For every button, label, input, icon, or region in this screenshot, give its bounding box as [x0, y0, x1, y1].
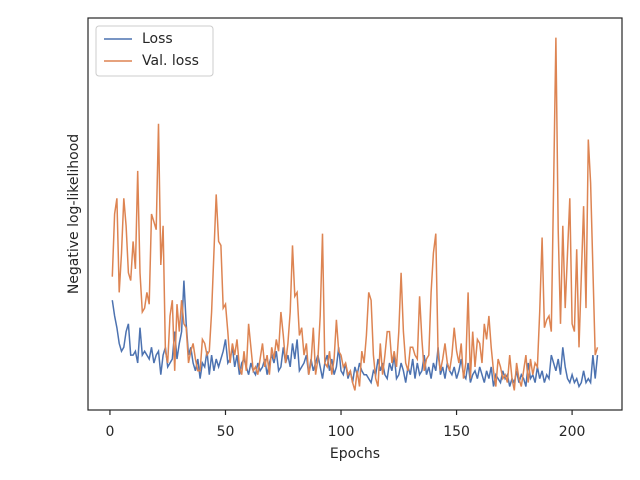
y-axis-label: Negative log-likelihood: [66, 134, 82, 294]
x-tick-label: 0: [105, 424, 114, 440]
x-tick-label: 50: [217, 424, 235, 440]
plot-frame: [87, 17, 623, 411]
legend-label: Loss: [142, 31, 173, 47]
x-axis-label: Epochs: [330, 446, 380, 462]
line-series: [111, 37, 599, 391]
x-tick-label: 150: [443, 424, 470, 440]
x-tick-label: 200: [559, 424, 586, 440]
x-tick-label: 100: [328, 424, 355, 440]
legend-label: Val. loss: [142, 53, 199, 69]
